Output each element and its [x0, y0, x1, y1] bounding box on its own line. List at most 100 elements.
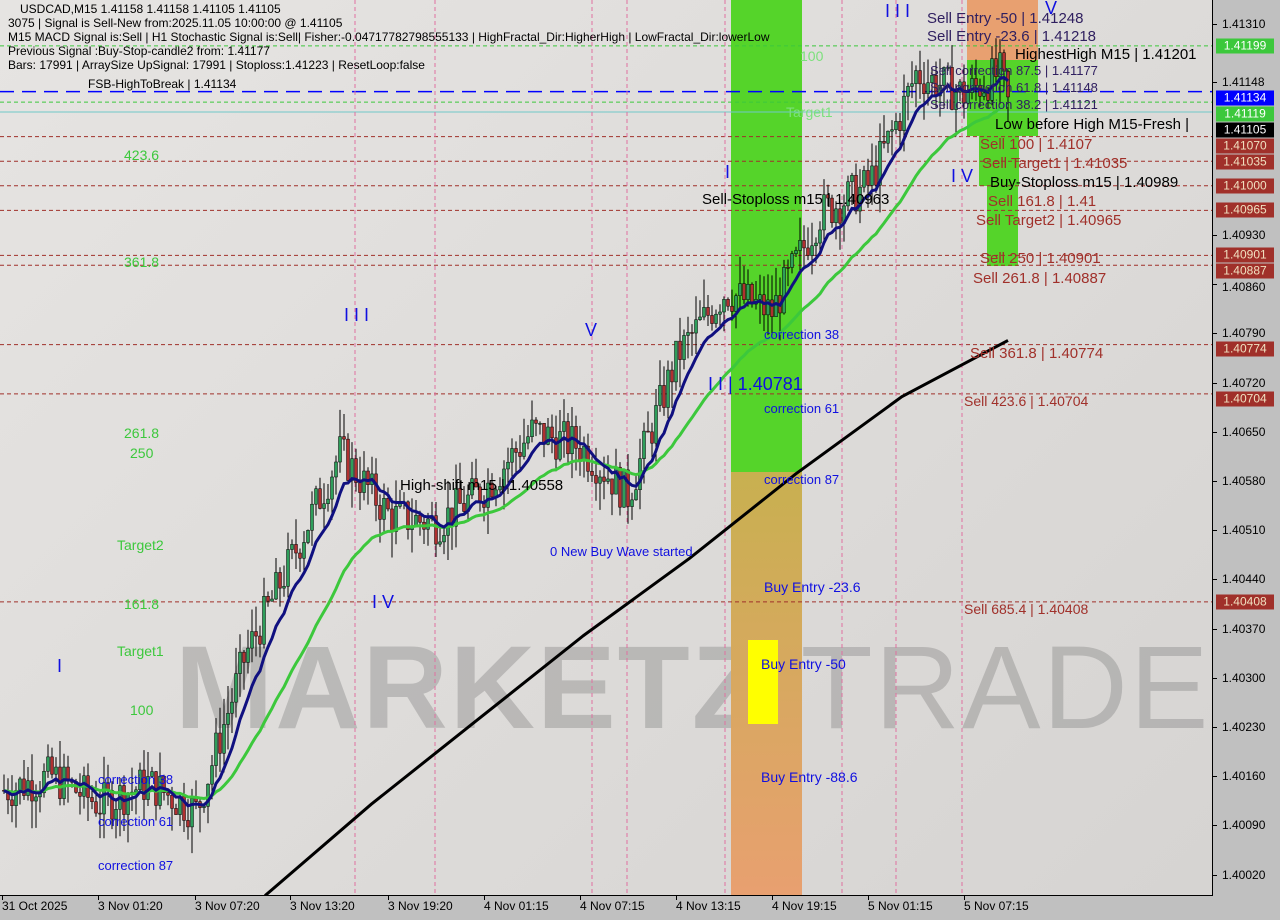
ma-slow-line	[264, 339, 1009, 895]
candle-body	[34, 796, 38, 802]
candle-body	[686, 332, 690, 336]
candle-body	[446, 507, 450, 536]
candle-body	[310, 503, 314, 531]
time-tick	[98, 895, 99, 900]
candle-body	[646, 430, 650, 433]
time-tick	[964, 895, 965, 900]
time-tick	[580, 895, 581, 900]
wave-label: I	[57, 656, 63, 676]
price-tick-label: 1.40370	[1222, 621, 1266, 636]
candle-body	[722, 299, 726, 313]
highest-high-label: HighestHigh M15 | 1.41201	[1015, 46, 1197, 63]
candle-body	[742, 283, 746, 300]
sell-stoploss-label: Sell-Stoploss m15 | 1.40963	[702, 191, 890, 208]
candle-body	[526, 436, 530, 444]
candle-body	[906, 86, 910, 97]
candle-body	[710, 315, 714, 324]
candle-body	[990, 58, 994, 101]
time-tick-label: 31 Oct 2025	[2, 899, 68, 913]
correction-label: correction 61	[764, 401, 840, 416]
sell-zone-green	[967, 60, 1038, 136]
candle-body	[214, 732, 218, 766]
time-tick-label: 5 Nov 07:15	[964, 899, 1029, 913]
time-tick	[2, 895, 3, 900]
candle-body	[298, 552, 302, 559]
candle-body	[390, 508, 394, 532]
price-tick-label: 1.40930	[1222, 228, 1266, 242]
candle-body	[26, 780, 30, 796]
candle-body	[922, 83, 926, 95]
candle-body	[854, 174, 858, 212]
price-level-badge: 1.41199	[1216, 38, 1274, 54]
sell-level-label: Sell 361.8 | 1.40774	[970, 345, 1104, 362]
price-tick	[1212, 333, 1217, 335]
price-tick	[1212, 382, 1217, 384]
price-tick	[1212, 284, 1217, 286]
candle-body	[974, 78, 978, 86]
candle-body	[166, 792, 170, 796]
candle-body	[894, 121, 898, 130]
candle-body	[46, 756, 50, 772]
time-tick	[388, 895, 389, 900]
wave-label: V	[1045, 0, 1058, 18]
time-tick	[484, 895, 485, 900]
candle-body	[766, 299, 770, 316]
price-tick-label: 1.40790	[1222, 326, 1266, 341]
candle-body	[454, 488, 458, 527]
candle-body	[78, 792, 82, 797]
candle-body	[342, 436, 346, 440]
time-tick-label: 4 Nov 19:15	[772, 899, 837, 913]
correction-label: correction 38	[764, 327, 840, 342]
candle-body	[798, 240, 802, 251]
price-tick	[1212, 628, 1217, 630]
candle-body	[806, 247, 810, 256]
candle-body	[538, 423, 542, 425]
candle-body	[550, 426, 554, 439]
candle-body	[490, 482, 494, 498]
fib-label: 250	[130, 445, 154, 461]
candle-body	[234, 673, 238, 703]
price-tick-label: 1.40090	[1222, 818, 1266, 833]
correction-label: correction 38	[98, 772, 174, 787]
candle-body	[326, 498, 330, 504]
buy-entry-label: Buy Entry -23.6	[764, 579, 861, 595]
candle-body	[346, 438, 350, 481]
price-tick	[1212, 235, 1217, 236]
price-tick-label: 1.41148	[1222, 74, 1265, 89]
correction-label: correction 87	[764, 472, 840, 487]
chart-plot-area[interactable]: MARKETZITRADE USDCAD,M15 1.41158 1.41158…	[0, 0, 1213, 896]
candle-body	[658, 385, 662, 406]
candle-body	[946, 67, 950, 69]
candle-body	[626, 469, 630, 507]
fib-label: 361.8	[124, 254, 160, 270]
candle-body	[810, 245, 814, 256]
fsb-label: FSB-HighToBreak | 1.41134	[88, 77, 237, 91]
sell-zone-orange	[967, 0, 1038, 60]
candle-body	[970, 78, 974, 93]
price-tick-label: 1.40160	[1222, 769, 1266, 784]
watermark: MARKETZITRADE	[175, 622, 1211, 754]
candle-body	[830, 197, 834, 224]
time-tick	[290, 895, 291, 900]
candle-body	[846, 181, 850, 207]
candle-body	[734, 295, 738, 312]
time-tick-label: 4 Nov 13:15	[676, 899, 741, 913]
candle-body	[566, 421, 570, 455]
candle-body	[498, 486, 502, 491]
candle-body	[318, 488, 322, 509]
candle-body	[242, 651, 246, 663]
candle-body	[702, 307, 706, 318]
candle-body	[514, 448, 518, 453]
price-tick-label: 1.40720	[1222, 375, 1266, 390]
candle-body	[954, 91, 958, 110]
fib-label: Target1	[117, 643, 164, 659]
candle-body	[546, 426, 550, 445]
wave-label: I	[725, 162, 731, 182]
sell-zone-green2	[979, 136, 1019, 186]
candle-body	[98, 812, 102, 815]
candle-body	[462, 503, 466, 512]
time-tick	[868, 895, 869, 900]
candle-body	[290, 544, 294, 550]
price-level-badge: 1.40408	[1216, 594, 1274, 610]
candle-body	[726, 299, 730, 307]
